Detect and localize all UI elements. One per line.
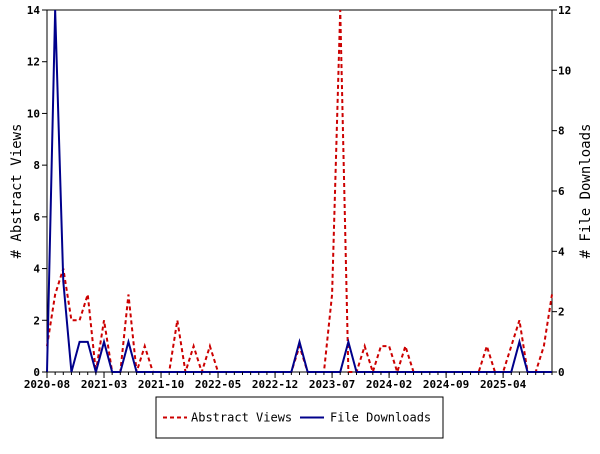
y-axis-title: # Abstract Views <box>9 124 25 259</box>
y2-tick-label: 4 <box>558 245 565 258</box>
x-tick-label: 2025-04 <box>480 378 527 391</box>
x-tick-label: 2021-03 <box>81 378 127 391</box>
y2-tick-label: 8 <box>558 125 565 138</box>
y-tick-label: 10 <box>27 107 40 120</box>
x-tick-label: 2024-02 <box>366 378 412 391</box>
axes-layer: 0 2 4 6 8 10 12 14 0 2 4 6 8 10 12 2020-08 2021-03 2021-1… <box>9 4 594 391</box>
x-tick-label: 2020-08 <box>24 378 70 391</box>
x-tick-label: 2022-05 <box>195 378 241 391</box>
y-tick-label: 4 <box>33 263 40 276</box>
x-tick-label: 2022-12 <box>252 378 298 391</box>
legend: Abstract Views File Downloads <box>155 396 444 439</box>
y-tick-label: 2 <box>33 314 40 327</box>
y-tick-label: 8 <box>33 159 40 172</box>
y-tick-label: 14 <box>27 4 41 17</box>
series-layer <box>46 9 553 376</box>
y-tick-label: 12 <box>27 56 40 69</box>
legend-box <box>155 396 444 439</box>
y2-tick-label: 2 <box>558 306 565 319</box>
y2-axis-title: # File Downloads <box>578 124 594 259</box>
x-tick-label: 2023-07 <box>309 378 355 391</box>
y2-tick-label: 6 <box>558 185 565 198</box>
y-tick-label: 6 <box>33 211 40 224</box>
x-tick-label: 2021-10 <box>138 378 184 391</box>
y-tick-label: 0 <box>33 366 40 379</box>
legend-label: File Downloads <box>330 411 431 425</box>
legend-label: Abstract Views <box>191 411 292 425</box>
x-tick-label: 2024-09 <box>423 378 469 391</box>
y2-tick-label: 10 <box>558 64 571 77</box>
y2-tick-label: 0 <box>558 366 565 379</box>
plot-area <box>46 9 553 373</box>
series-line-file-downloads <box>46 9 552 376</box>
y2-tick-label: 12 <box>558 4 571 17</box>
plot-frame <box>46 9 553 373</box>
